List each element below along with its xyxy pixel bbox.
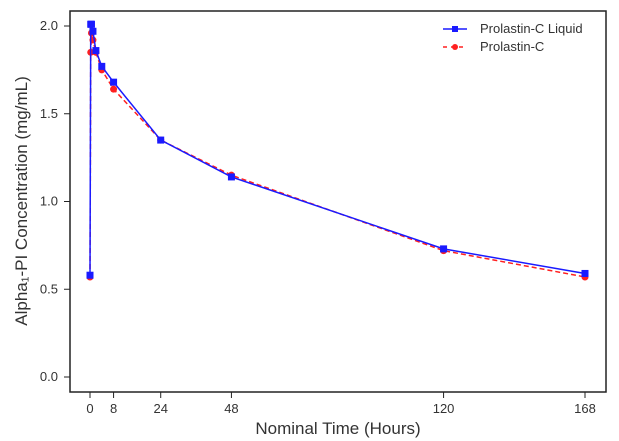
- y-tick-label: 0.5: [40, 281, 58, 296]
- x-tick-label: 0: [86, 401, 93, 416]
- legend: Prolastin-C Liquid Prolastin-C: [443, 21, 583, 54]
- data-point-circle: [110, 85, 118, 93]
- legend-label: Prolastin-C: [480, 39, 544, 54]
- data-point-square: [98, 62, 106, 70]
- legend-label: Prolastin-C Liquid: [480, 21, 583, 36]
- data-point-square: [87, 20, 95, 28]
- y-tick-label: 0.0: [40, 369, 58, 384]
- x-tick-label: 168: [574, 401, 596, 416]
- data-point-square: [581, 269, 589, 277]
- x-axis-label: Nominal Time (Hours): [255, 419, 420, 438]
- y-tick-label: 1.5: [40, 106, 58, 121]
- data-point-square: [110, 78, 118, 86]
- legend-marker-circle: [452, 44, 458, 50]
- y-tick-label: 1.0: [40, 194, 58, 209]
- data-point-square: [227, 173, 235, 181]
- data-point-square: [89, 27, 97, 35]
- y-axis-label: Alpha₁-PI Concentration (mg/mL): [12, 76, 31, 326]
- data-point-square: [86, 271, 94, 279]
- y-tick-label: 2.0: [40, 18, 58, 33]
- x-tick-label: 120: [433, 401, 455, 416]
- data-point-square: [440, 245, 448, 253]
- x-tick-label: 48: [224, 401, 238, 416]
- data-point-square: [92, 47, 100, 55]
- data-point-square: [157, 136, 165, 144]
- series-line: [89, 23, 586, 276]
- x-tick-label: 8: [110, 401, 117, 416]
- legend-marker-square: [452, 26, 458, 32]
- plot-frame: [69, 10, 607, 393]
- series-line: [89, 32, 586, 278]
- x-tick-label: 24: [153, 401, 167, 416]
